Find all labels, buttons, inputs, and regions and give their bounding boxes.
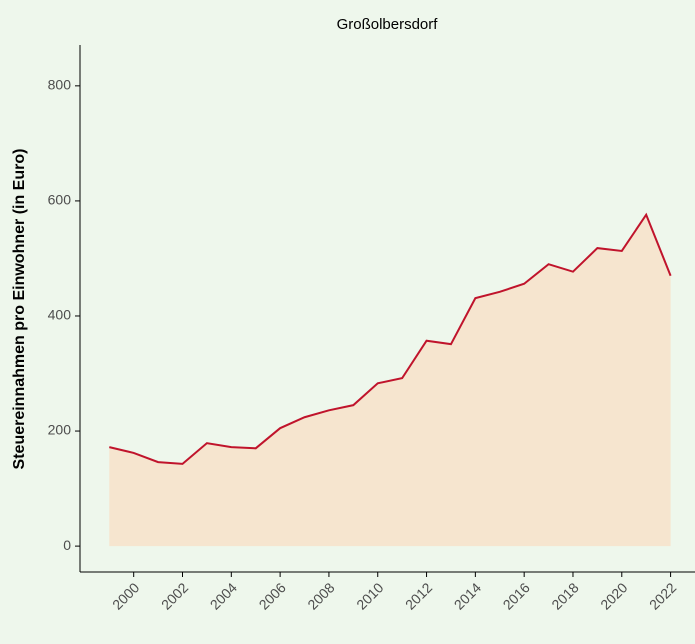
area (109, 214, 671, 547)
y-tick-label: 400 (48, 307, 72, 323)
y-tick-label: 800 (48, 77, 72, 93)
line (109, 212, 672, 465)
y-axis-label: Steuereinnahmen pro Einwohner (in Euro) (11, 149, 28, 470)
y-tick-label: 200 (48, 422, 72, 438)
chart-title: Großolbersdorf (337, 16, 439, 33)
y-tick-label: 600 (48, 192, 72, 208)
y-tick-label: 0 (63, 537, 71, 553)
